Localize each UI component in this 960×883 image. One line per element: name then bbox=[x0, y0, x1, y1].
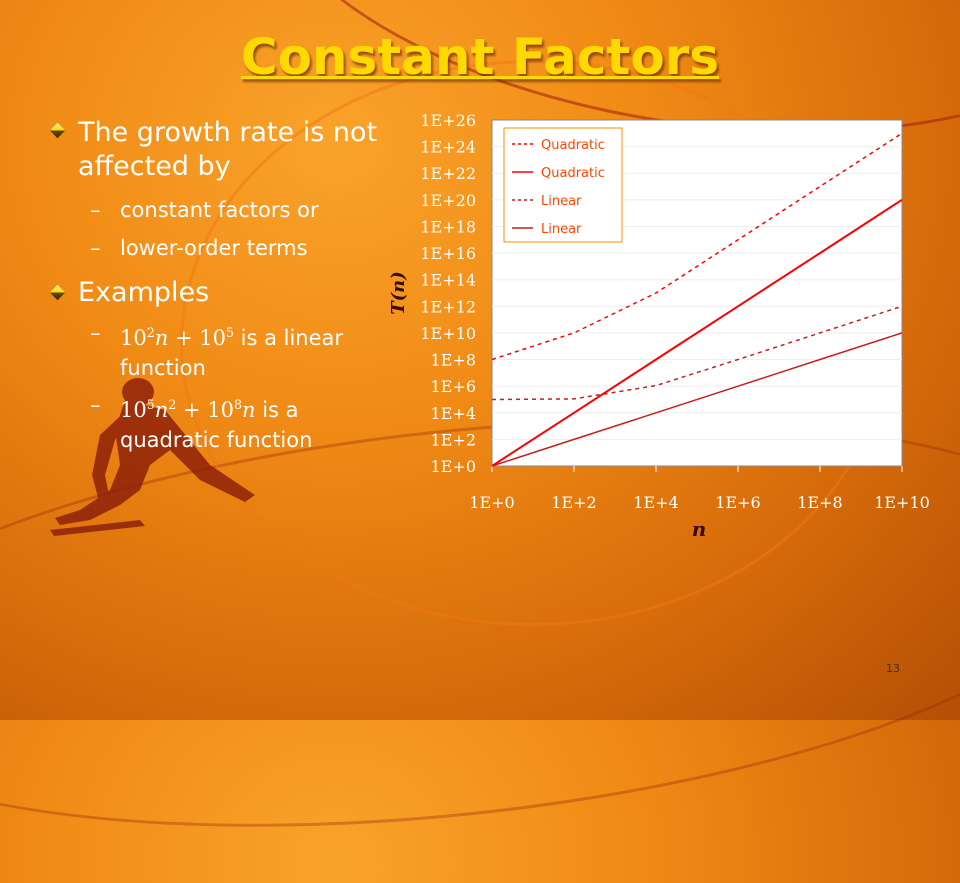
x-tick-label: 1E+6 bbox=[715, 493, 760, 512]
slide-title: Constant Factors bbox=[240, 28, 720, 86]
y-tick-label: 1E+8 bbox=[431, 351, 476, 370]
growth-rate-chart: 1E+0 1E+2 1E+4 1E+6 1E+8 1E+10 1E+12 1E+14 1E+16… bbox=[388, 111, 930, 541]
page-number: 13 bbox=[886, 662, 900, 675]
sub-bullet-constant-factors: constant factors or bbox=[120, 198, 319, 222]
series-line-linear-dashed bbox=[491, 305, 903, 401]
y-tick-label: 1E+24 bbox=[420, 138, 476, 157]
x-tick-label: 1E+2 bbox=[551, 493, 596, 512]
sub-bullet-dash: – bbox=[90, 236, 101, 260]
legend-label: Quadratic bbox=[541, 138, 605, 153]
y-tick-label: 1E+0 bbox=[431, 457, 476, 476]
sub-bullet-dash: – bbox=[90, 321, 101, 345]
x-tick-label: 1E+0 bbox=[469, 493, 514, 512]
series-line-quadratic-solid bbox=[491, 198, 903, 467]
x-axis-label: n bbox=[692, 517, 707, 541]
legend-label: Quadratic bbox=[541, 166, 605, 181]
bullet-examples: Examples bbox=[78, 277, 210, 308]
x-tick-label: 1E+10 bbox=[874, 493, 930, 512]
example-quadratic-text: is a quadratic function bbox=[120, 398, 313, 452]
x-tick-label: 1E+4 bbox=[633, 493, 678, 512]
example-linear-text: is a linear function bbox=[120, 326, 344, 380]
legend-label: Linear bbox=[541, 194, 582, 209]
series-line-quadratic-dashed bbox=[491, 132, 903, 361]
y-tick-label: 1E+20 bbox=[420, 191, 476, 210]
y-axis-label: T(n) bbox=[388, 271, 409, 315]
y-tick-label: 1E+14 bbox=[420, 271, 476, 290]
y-tick-label: 1E+22 bbox=[420, 164, 476, 183]
legend-label: Linear bbox=[541, 222, 582, 237]
y-tick-label: 1E+18 bbox=[420, 217, 476, 236]
y-tick-label: 1E+16 bbox=[420, 244, 476, 263]
example-quadratic: 105n2 + 108n is a quadratic function bbox=[120, 390, 380, 455]
series-line-linear-solid bbox=[491, 332, 903, 467]
example-linear: 102n + 105 is a linear function bbox=[120, 318, 380, 383]
runner-illustration bbox=[50, 378, 255, 536]
x-tick-label: 1E+8 bbox=[797, 493, 842, 512]
y-tick-label: 1E+6 bbox=[431, 377, 476, 396]
sub-bullet-dash: – bbox=[90, 393, 101, 417]
chart-legend bbox=[503, 127, 623, 243]
linear-formula: 102n + 105 bbox=[120, 325, 234, 350]
sub-bullet-lower-order-terms: lower-order terms bbox=[120, 236, 308, 260]
sub-bullet-dash: – bbox=[90, 198, 101, 222]
bullet-growth-rate: The growth rate is not affected by bbox=[78, 117, 378, 182]
y-tick-label: 1E+26 bbox=[420, 111, 476, 130]
y-tick-label: 1E+4 bbox=[431, 404, 476, 423]
y-tick-label: 1E+12 bbox=[420, 297, 476, 316]
y-tick-label: 1E+2 bbox=[431, 430, 476, 449]
y-tick-label: 1E+10 bbox=[420, 324, 476, 343]
quadratic-formula: 105n2 + 108n bbox=[120, 397, 256, 422]
